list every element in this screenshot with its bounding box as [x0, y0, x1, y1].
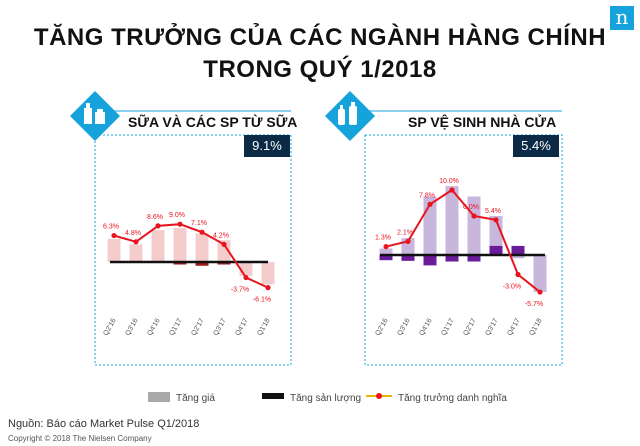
left-data-label: 4.2%	[213, 232, 229, 239]
right-nominal-point	[427, 201, 433, 207]
left-nominal-point	[177, 221, 183, 227]
right-price-bar	[533, 255, 547, 293]
right-data-label: -3.0%	[503, 284, 521, 291]
right-price-bar	[379, 248, 393, 255]
right-price-bar	[445, 186, 459, 255]
left-nominal-point	[221, 241, 227, 247]
page-title-line2: TRONG QUÝ 1/2018	[203, 56, 437, 83]
left-data-label: 7.1%	[191, 220, 207, 227]
right-volume-bar	[511, 245, 525, 255]
legend-volume-label: Tăng sản lượng	[290, 393, 362, 404]
left-price-bar	[129, 244, 143, 262]
left-volume-bar	[217, 262, 231, 265]
left-price-bar	[107, 238, 121, 262]
left-price-bar	[217, 240, 231, 262]
legend-price-label: Tăng giá	[176, 393, 215, 404]
right-nominal-point	[537, 289, 543, 295]
legend-volume-swatch	[262, 393, 284, 399]
right-volume-bar	[445, 255, 459, 262]
legend-nominal-label: Tăng trưởng danh nghĩa	[398, 393, 507, 404]
left-price-bar	[195, 233, 209, 262]
right-nominal-point	[471, 213, 477, 219]
legend-nominal-marker	[376, 393, 382, 399]
right-price-bar	[511, 255, 525, 259]
left-data-label: -6.1%	[253, 297, 271, 304]
left-nominal-point	[111, 232, 117, 239]
right-volume-bar	[467, 255, 481, 262]
left-nominal-point	[199, 229, 205, 235]
right-volume-bar	[401, 255, 415, 261]
left-nominal-point	[155, 223, 161, 229]
left-panel-frame	[94, 134, 292, 366]
source-note: Nguồn: Báo cáo Market Pulse Q1/2018	[8, 418, 200, 430]
left-nominal-line	[113, 223, 269, 289]
left-volume-bar	[173, 262, 187, 265]
dairy-products-icon	[70, 91, 120, 141]
right-nominal-point	[515, 271, 521, 278]
right-data-label: 6.0%	[463, 204, 479, 211]
copyright-note: Copyright © 2018 The Nielsen Company	[8, 434, 152, 443]
right-data-label: 10.0%	[439, 178, 459, 185]
left-nominal-point	[243, 274, 249, 281]
right-nominal-point	[449, 187, 455, 193]
cleaning-products-icon	[325, 91, 375, 141]
left-price-bar	[151, 230, 165, 262]
right-panel-frame	[364, 134, 563, 366]
right-nominal-point	[383, 243, 389, 250]
right-volume-bar	[423, 255, 437, 266]
left-growth-badge: 9.1%	[244, 135, 290, 157]
left-price-bar	[261, 262, 275, 285]
left-nominal-point	[133, 239, 139, 245]
right-data-label: 1.3%	[375, 235, 391, 242]
right-data-label: 7.8%	[419, 192, 435, 199]
right-growth-badge: 5.4%	[513, 135, 559, 157]
right-nominal-point	[405, 238, 411, 244]
right-data-label: 2.1%	[397, 229, 413, 236]
left-data-label: 9.0%	[169, 212, 185, 219]
left-nominal-point	[265, 285, 271, 291]
left-price-bar	[173, 227, 187, 262]
left-data-label: 4.8%	[125, 230, 141, 237]
left-data-label: 8.6%	[147, 214, 163, 221]
nielsen-logo: n	[610, 6, 634, 30]
page-title-line1: TĂNG TRƯỞNG CỦA CÁC NGÀNH HÀNG CHÍNH	[33, 24, 607, 51]
right-data-label: -5.7%	[525, 301, 543, 308]
legend-price-swatch	[148, 392, 170, 402]
left-volume-bar	[195, 262, 209, 266]
left-panel-title: SỮA VÀ CÁC SP TỪ SỮA	[128, 114, 298, 130]
left-data-label: 6.3%	[103, 224, 119, 231]
right-nominal-point	[493, 217, 499, 223]
right-panel-title: SP VỆ SINH NHÀ CỬA	[408, 114, 557, 130]
right-volume-bar	[489, 245, 503, 255]
right-nominal-line	[385, 188, 541, 293]
left-data-label: -3.7%	[231, 287, 249, 294]
right-volume-bar	[379, 255, 393, 261]
right-data-label: 5.4%	[485, 208, 501, 215]
